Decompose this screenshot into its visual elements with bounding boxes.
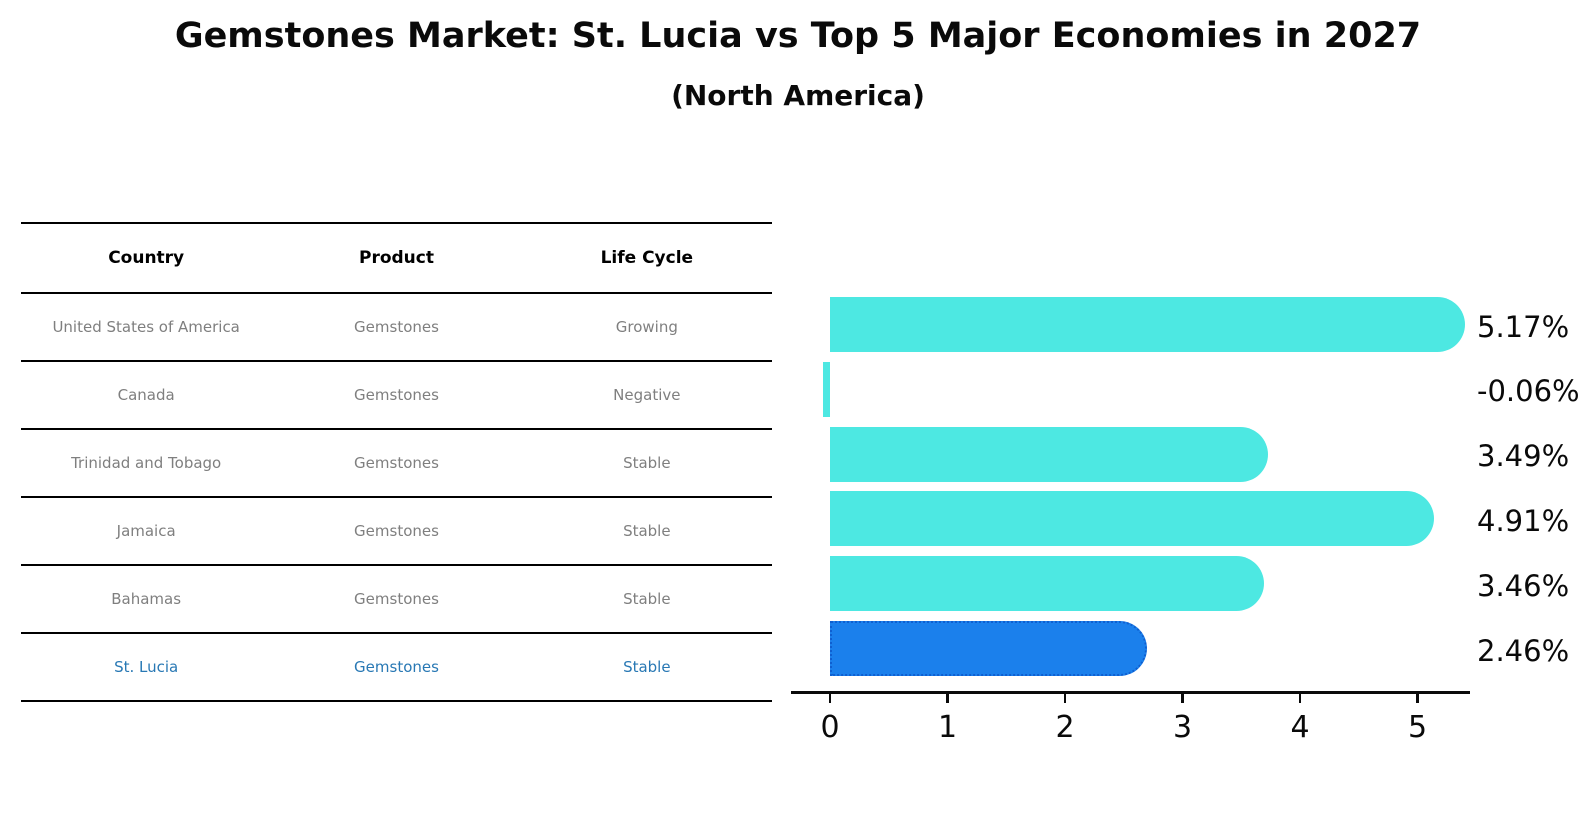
x-axis-tick [1181, 693, 1184, 703]
cell-country: St. Lucia [114, 658, 179, 676]
bar-bahamas [830, 556, 1265, 612]
table-row: Canada Gemstones Negative [21, 362, 772, 430]
cell-life-cycle: Stable [623, 658, 671, 676]
cell-life-cycle: Growing [615, 318, 678, 336]
x-axis-tick-label: 3 [1172, 710, 1193, 745]
table-row: Trinidad and Tobago Gemstones Stable [21, 430, 772, 498]
x-axis-tick [946, 693, 949, 703]
bar-united-states-of-america [830, 297, 1465, 352]
table-row: Bahamas Gemstones Stable [21, 566, 772, 634]
country-table: Country Product Life Cycle United States… [21, 222, 772, 702]
table-row: St. Lucia Gemstones Stable [21, 634, 772, 702]
cell-product: Gemstones [354, 590, 439, 608]
bar-value-label: 2.46% [1477, 633, 1570, 668]
cell-life-cycle: Stable [623, 454, 671, 472]
cell-country: Bahamas [111, 590, 182, 608]
table-row: Jamaica Gemstones Stable [21, 498, 772, 566]
x-axis-tick [1298, 693, 1302, 703]
bar-value-label: -0.06% [1477, 374, 1580, 409]
bar-value-label: 3.49% [1477, 439, 1570, 474]
x-axis-tick [1416, 693, 1419, 703]
bar-trinidad-and-tobago [830, 426, 1268, 482]
cell-product: Gemstones [354, 318, 439, 336]
table-header-row: Country Product Life Cycle [21, 224, 772, 294]
cell-country: United States of America [52, 318, 240, 336]
table-row: United States of America Gemstones Growing [21, 294, 772, 362]
bar-value-label: 3.46% [1477, 568, 1570, 603]
x-axis-line [791, 691, 1470, 694]
bar-value-label: 5.17% [1477, 309, 1570, 344]
cell-product: Gemstones [354, 386, 439, 404]
page-title: Gemstones Market: St. Lucia vs Top 5 Maj… [174, 16, 1422, 56]
x-axis-tick [828, 693, 832, 703]
cell-country: Trinidad and Tobago [71, 454, 222, 472]
cell-product: Gemstones [354, 522, 439, 540]
x-axis-tick-label: 5 [1407, 710, 1428, 745]
x-axis-tick [1063, 693, 1067, 703]
x-axis-tick-label: 0 [820, 710, 840, 745]
bar-st-lucia [830, 621, 1147, 676]
bar-canada [822, 361, 830, 417]
bar-value-label: 4.91% [1477, 503, 1570, 538]
x-axis-tick-label: 4 [1290, 710, 1310, 745]
x-axis-tick-label: 2 [1055, 710, 1075, 745]
column-header-product: Product [358, 248, 434, 268]
x-axis-tick-label: 1 [937, 710, 958, 745]
cell-life-cycle: Stable [623, 590, 671, 608]
cell-country: Jamaica [116, 522, 176, 540]
page-subtitle: (North America) [671, 79, 925, 112]
bar-jamaica [830, 491, 1435, 547]
cell-country: Canada [117, 386, 175, 404]
column-header-life-cycle: Life Cycle [600, 248, 694, 268]
column-header-country: Country [108, 248, 185, 268]
cell-life-cycle: Negative [613, 386, 681, 404]
cell-life-cycle: Stable [623, 522, 671, 540]
cell-product: Gemstones [354, 454, 439, 472]
cell-product: Gemstones [354, 658, 439, 676]
